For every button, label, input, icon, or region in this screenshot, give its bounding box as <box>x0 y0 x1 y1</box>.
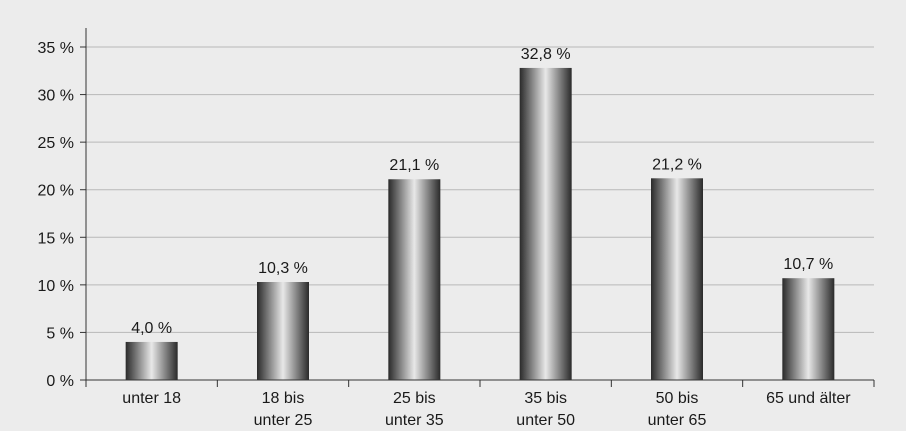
axes <box>85 28 875 387</box>
y-tick-label: 35 % <box>38 40 74 57</box>
bar <box>125 341 178 380</box>
category-labels: unter 18 18 bis unter 25 25 bis unter 35 35 b… <box>122 390 851 429</box>
data-label: 4,0 % <box>131 320 172 337</box>
y-axis-ticks: 0 % 5 % 10 % 15 % 20 % 25 % 30 % 35 % <box>38 40 86 390</box>
y-tick-label: 25 % <box>38 135 74 152</box>
data-label: 10,3 % <box>258 260 308 277</box>
category-label: 35 bis <box>524 390 567 407</box>
y-tick-label: 20 % <box>38 183 74 200</box>
category-label: unter 50 <box>516 412 575 429</box>
bar <box>519 67 572 380</box>
data-label: 32,8 % <box>521 46 571 63</box>
category-label: unter 25 <box>254 412 313 429</box>
bar <box>388 179 441 380</box>
bars <box>125 67 835 380</box>
data-label: 10,7 % <box>783 256 833 273</box>
category-label: unter 18 <box>122 390 181 407</box>
bar <box>257 282 309 380</box>
y-tick-label: 0 % <box>46 373 74 390</box>
grid-lines <box>86 46 874 333</box>
value-labels: 4,0 % 10,3 % 21,1 % 32,8 % 21,2 % 10,7 % <box>131 46 833 337</box>
data-label: 21,2 % <box>652 156 702 173</box>
y-tick-label: 15 % <box>38 230 74 247</box>
y-tick-label: 10 % <box>38 278 74 295</box>
y-tick-label: 5 % <box>46 325 74 342</box>
bar <box>782 278 835 380</box>
bar <box>651 178 703 380</box>
category-label: unter 35 <box>385 412 444 429</box>
data-label: 21,1 % <box>389 157 439 174</box>
category-label: 18 bis <box>262 390 305 407</box>
category-label: 65 und älter <box>766 390 851 407</box>
y-tick-label: 30 % <box>38 88 74 105</box>
category-label: 25 bis <box>393 390 436 407</box>
category-label: 50 bis <box>656 390 699 407</box>
category-label: unter 65 <box>648 412 707 429</box>
